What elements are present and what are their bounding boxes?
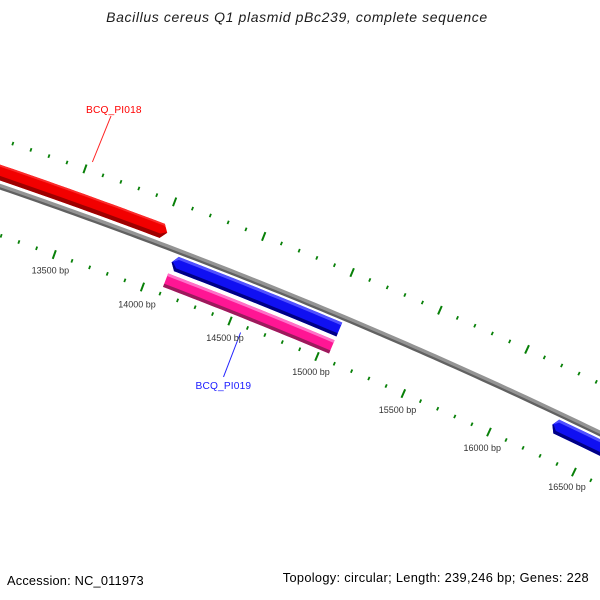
svg-text:16000 bp: 16000 bp [464,443,502,453]
svg-text:13500 bp: 13500 bp [32,266,70,276]
svg-text:Topology: circular; Length: 23: Topology: circular; Length: 239,246 bp; … [283,570,589,585]
svg-text:14000 bp: 14000 bp [118,300,156,310]
svg-text:Bacillus cereus Q1 plasmid pBc: Bacillus cereus Q1 plasmid pBc239, compl… [106,9,488,25]
svg-text:15000 bp: 15000 bp [292,367,330,377]
svg-text:BCQ_PI019: BCQ_PI019 [196,381,252,392]
svg-text:14500 bp: 14500 bp [206,333,244,343]
svg-text:Accession: NC_011973: Accession: NC_011973 [7,573,144,588]
svg-text:16500 bp: 16500 bp [548,482,586,492]
svg-text:BCQ_PI018: BCQ_PI018 [86,105,142,116]
svg-text:15500 bp: 15500 bp [379,405,417,415]
